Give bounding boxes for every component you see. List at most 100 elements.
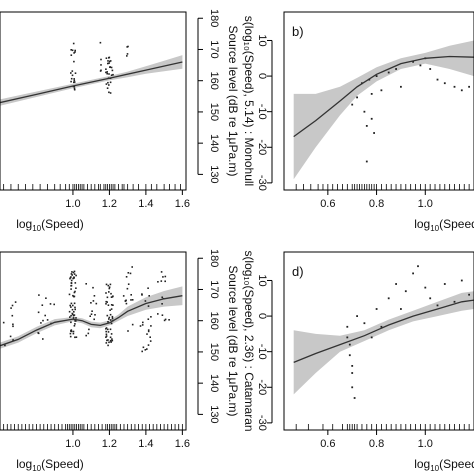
data-point (370, 117, 373, 120)
data-point (110, 66, 113, 69)
data-point (468, 85, 470, 88)
data-point (387, 297, 390, 300)
data-point (87, 332, 90, 335)
data-point (106, 301, 108, 303)
data-point (127, 330, 129, 332)
data-point (105, 342, 108, 344)
data-point (453, 85, 456, 88)
data-point (346, 336, 349, 339)
data-point (468, 293, 470, 296)
plot-frame (283, 11, 474, 191)
y-tick-label: 10 (256, 34, 268, 46)
data-point (70, 276, 72, 278)
data-point (72, 294, 74, 297)
data-point (130, 299, 132, 301)
data-point (127, 283, 130, 285)
panel-a: 1.0 1.2 1.4 1.6 log10(Speed) 130 140 150 160 170 1… (0, 9, 240, 233)
data-point (122, 295, 125, 297)
data-point (73, 78, 75, 80)
data-point (109, 92, 112, 94)
data-point (436, 304, 439, 307)
data-point (105, 83, 108, 85)
plot-area (0, 266, 183, 353)
data-point (108, 56, 111, 59)
data-point (150, 316, 152, 318)
data-point (161, 296, 163, 299)
data-point (365, 125, 368, 127)
data-point (91, 310, 93, 312)
data-point (105, 71, 107, 74)
data-point (107, 60, 109, 62)
panel-b: 0.6 0.8 1.0 log10(Speed) -30 -20 -10 0 10s(log₁₀… (242, 11, 474, 233)
data-point (93, 295, 96, 297)
data-point (44, 314, 46, 317)
data-point (109, 336, 112, 339)
panel-label: b) (292, 24, 304, 39)
data-point (108, 84, 110, 86)
plot-frame (0, 251, 187, 431)
data-point (108, 291, 110, 293)
data-point (109, 313, 112, 316)
data-point (108, 286, 111, 288)
data-point (148, 295, 150, 297)
x-tick-label: 0.6 (320, 198, 335, 210)
data-point (74, 72, 77, 74)
data-point (12, 323, 14, 326)
data-point (71, 70, 74, 72)
plot-frame (283, 251, 474, 431)
data-point (74, 51, 76, 53)
data-point (363, 322, 366, 325)
data-point (110, 304, 113, 306)
data-point (370, 336, 373, 339)
data-point (429, 68, 432, 70)
fit-line (293, 299, 474, 364)
data-point (90, 302, 92, 304)
y-tick-label: -20 (256, 139, 268, 155)
data-point (109, 319, 112, 321)
data-point (142, 346, 145, 349)
x-tick-label: 1.2 (102, 198, 117, 210)
data-point (161, 314, 164, 316)
data-point (348, 343, 351, 346)
data-point (68, 293, 71, 296)
x-axis-label: log10(Speed) (16, 217, 84, 233)
data-point (150, 325, 152, 327)
data-point (92, 300, 95, 302)
data-point (110, 292, 112, 295)
data-point (373, 132, 375, 134)
data-point (126, 55, 128, 57)
data-point (111, 69, 114, 72)
data-point (105, 292, 107, 294)
data-point (110, 74, 113, 76)
x-tick-label: 0.8 (369, 198, 384, 210)
data-point (126, 53, 129, 55)
y-tick-label: 180 (208, 249, 220, 267)
data-point (141, 350, 143, 353)
data-point (356, 96, 358, 99)
data-point (14, 301, 17, 303)
data-point (71, 312, 74, 315)
data-point (71, 49, 74, 52)
data-point (162, 276, 164, 278)
data-point (95, 302, 98, 305)
data-point (12, 325, 14, 328)
data-point (429, 297, 432, 300)
data-point (146, 348, 148, 350)
data-point (160, 271, 163, 273)
data-point (141, 294, 143, 296)
data-point (460, 89, 463, 92)
data-point (107, 339, 109, 341)
y-tick-label: 0 (256, 73, 268, 79)
confidence-band (0, 55, 183, 106)
data-point (74, 336, 76, 339)
data-point (42, 319, 44, 322)
data-point (106, 87, 109, 89)
y-axis-label: Source level (dB re 1μPa.m) (226, 266, 240, 417)
data-point (453, 300, 456, 303)
panel-d: 0.6 0.8 1.0 log10(Speed) -30 -20 -10 0 10s(log₁₀… (242, 250, 474, 473)
data-point (147, 305, 150, 307)
data-point (112, 304, 114, 306)
data-point (73, 295, 75, 298)
data-point (106, 72, 108, 75)
data-point (70, 285, 72, 287)
